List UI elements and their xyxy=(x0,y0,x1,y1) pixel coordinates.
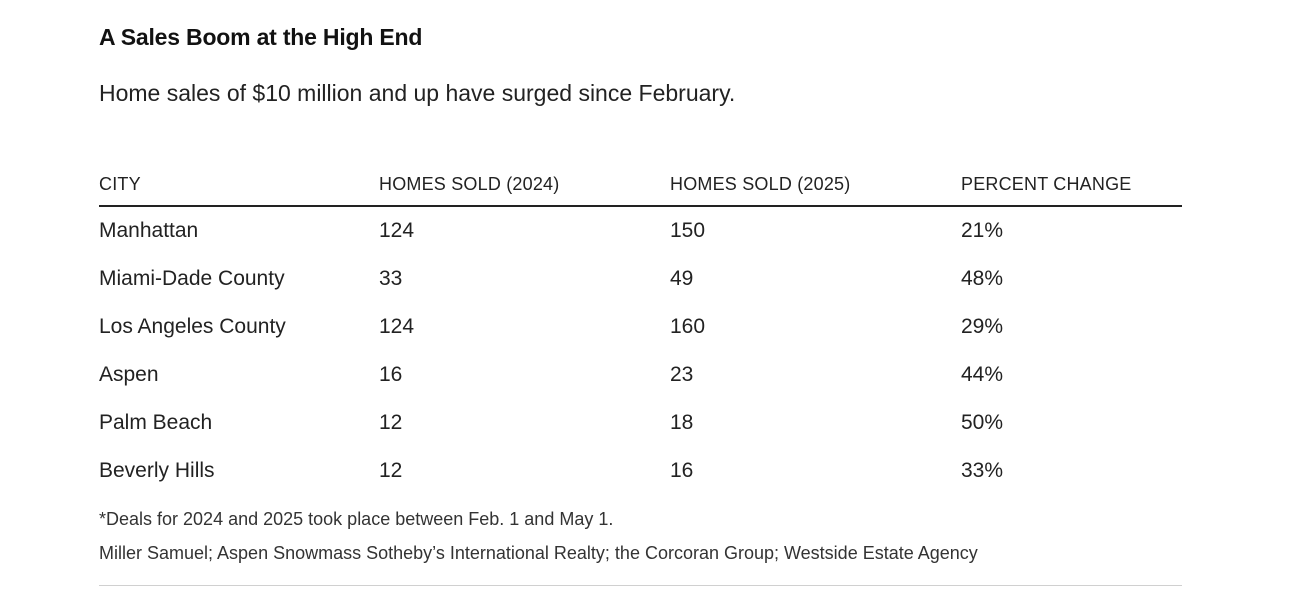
cell-city: Beverly Hills xyxy=(99,459,215,482)
bottom-divider xyxy=(99,585,1182,586)
cell-city: Aspen xyxy=(99,363,159,386)
cell-percent-change: 33% xyxy=(961,459,1004,482)
cell-homes-sold-2024: 12 xyxy=(379,459,403,482)
table-row: Manhattan 124 150 21% xyxy=(99,206,1182,255)
source-credit: Miller Samuel; Aspen Snowmass Sotheby’s … xyxy=(99,543,978,563)
table-row: Beverly Hills 12 16 33% xyxy=(99,447,1182,495)
cell-city: Los Angeles County xyxy=(99,315,286,338)
cell-homes-sold-2024: 124 xyxy=(379,219,415,242)
table-header-row: CITY HOMES SOLD (2024) HOMES SOLD (2025)… xyxy=(99,174,1182,207)
footnote: *Deals for 2024 and 2025 took place betw… xyxy=(99,509,614,529)
cell-homes-sold-2024: 16 xyxy=(379,363,403,386)
table-row: Aspen 16 23 44% xyxy=(99,351,1182,399)
cell-percent-change: 50% xyxy=(961,411,1004,434)
cell-city: Miami-Dade County xyxy=(99,267,285,290)
cell-city: Palm Beach xyxy=(99,411,213,434)
cell-percent-change: 21% xyxy=(961,219,1004,242)
cell-percent-change: 48% xyxy=(961,267,1004,290)
cell-percent-change: 29% xyxy=(961,315,1004,338)
cell-percent-change: 44% xyxy=(961,363,1004,386)
cell-homes-sold-2024: 12 xyxy=(379,411,403,434)
cell-homes-sold-2025: 160 xyxy=(670,315,706,338)
cell-homes-sold-2025: 49 xyxy=(670,267,694,290)
chart-subtitle: Home sales of $10 million and up have su… xyxy=(99,80,736,106)
cell-city: Manhattan xyxy=(99,219,199,242)
cell-homes-sold-2025: 23 xyxy=(670,363,694,386)
cell-homes-sold-2025: 16 xyxy=(670,459,694,482)
cell-homes-sold-2025: 150 xyxy=(670,219,706,242)
cell-homes-sold-2024: 33 xyxy=(379,267,403,290)
table-row: Palm Beach 12 18 50% xyxy=(99,399,1182,447)
data-table: CITY HOMES SOLD (2024) HOMES SOLD (2025)… xyxy=(99,174,1182,495)
table-row: Miami-Dade County 33 49 48% xyxy=(99,255,1182,303)
column-header-homes-sold-2024: HOMES SOLD (2024) xyxy=(379,174,670,207)
column-header-homes-sold-2025: HOMES SOLD (2025) xyxy=(670,174,961,207)
chart-title: A Sales Boom at the High End xyxy=(99,24,423,50)
column-header-percent-change: PERCENT CHANGE xyxy=(961,174,1182,207)
table-row: Los Angeles County 124 160 29% xyxy=(99,303,1182,351)
cell-homes-sold-2024: 124 xyxy=(379,315,415,338)
column-header-city: CITY xyxy=(99,174,379,207)
cell-homes-sold-2025: 18 xyxy=(670,411,694,434)
